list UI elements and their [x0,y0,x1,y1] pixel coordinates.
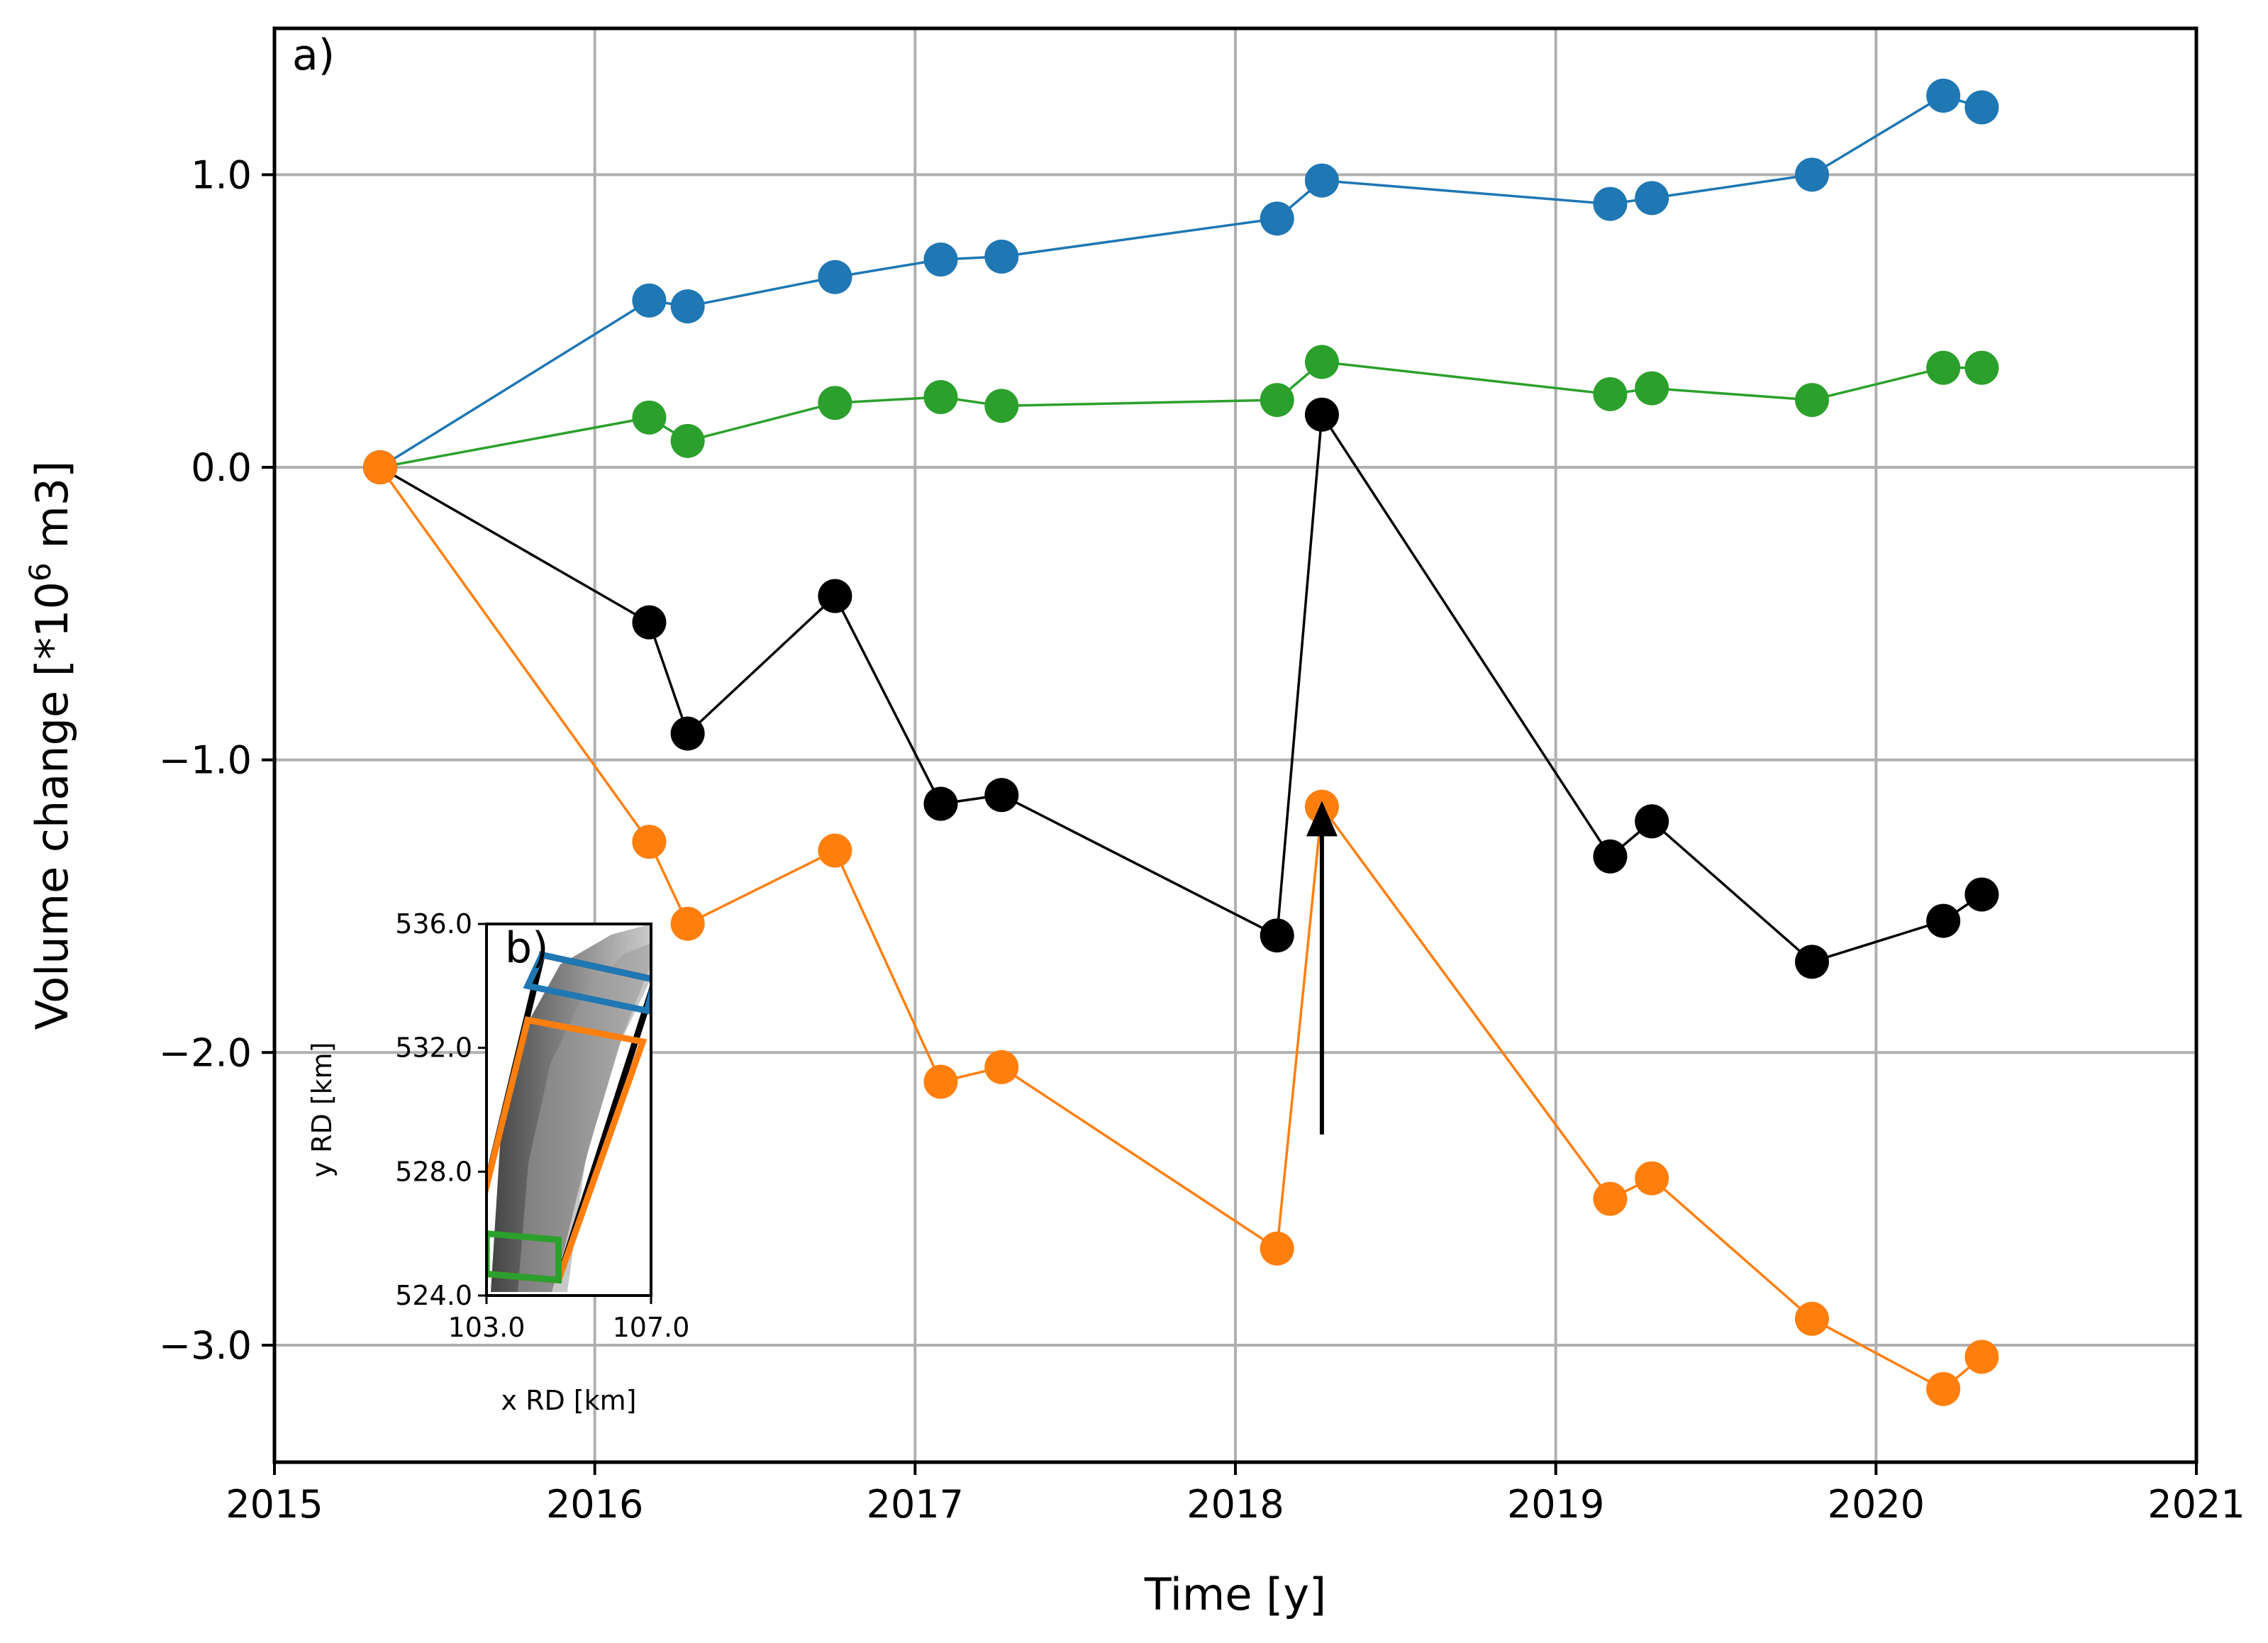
arrow-up-icon [1306,801,1338,837]
data-point-green [984,389,1019,423]
inset-y-tick-label: 532.0 [395,1032,472,1064]
grid-lines [274,28,2196,1462]
data-point-orange [1926,1371,1961,1406]
data-point-black [1964,877,1999,912]
series-line-green [379,360,1982,469]
inset-y-ticks: 536.0 532.0 528.0 524.0 [395,908,487,1311]
data-point-green [670,423,705,458]
y-axis-label: Volume change [*106 m3] [23,461,79,1030]
data-point-orange [984,1049,1019,1084]
data-point-green [1795,383,1829,418]
data-point-green [818,386,852,421]
y-axis-label-main: Volume change [*10 [26,581,78,1030]
data-point-blue [818,260,852,294]
data-point-orange [670,906,705,941]
data-point-black [984,778,1019,813]
series-black [363,397,1999,979]
data-point-blue [670,289,705,324]
data-point-black [632,605,667,640]
data-point-black [1260,918,1294,953]
inset-polygons [487,951,651,1284]
data-point-black [670,716,705,751]
inset-green-area [487,1230,562,1284]
inset-x-tick-label: 107.0 [613,1312,690,1343]
data-point-blue [1926,78,1961,113]
y-tick-label: 1.0 [191,152,252,197]
x-tick-label: 2016 [546,1482,643,1527]
data-point-blue [923,242,958,277]
inset-blue-area [523,951,651,1015]
location-inset: 103.0 107.0 536.0 532.0 528.0 524.0 b) x RD … [306,908,689,1416]
data-point-orange [1795,1301,1829,1336]
inset-x-ticks: 103.0 107.0 [448,1296,690,1343]
data-point-green [923,379,958,414]
data-point-black [1795,945,1829,979]
series-line-blue [379,94,1982,469]
inset-y-tick-label: 536.0 [395,908,472,940]
data-point-green [1635,371,1669,406]
data-point-orange [363,450,398,484]
inset-y-tick-label: 528.0 [395,1156,472,1187]
inset-x-tick-label: 103.0 [448,1312,526,1343]
y-tick-label: −2.0 [159,1030,252,1075]
x-ticks: 2015 2016 2017 2018 2019 2020 2021 [226,1462,2245,1527]
inset-y-tick-label: 524.0 [395,1280,472,1311]
panel-label-b: b) [505,923,549,973]
y-tick-label: 0.0 [191,445,252,490]
x-tick-label: 2019 [1507,1482,1604,1527]
series-line-black [379,411,1983,964]
data-point-black [1593,839,1628,874]
data-point-green [1260,383,1294,418]
x-tick-label: 2018 [1186,1482,1284,1527]
data-point-orange [1964,1340,1999,1374]
inset-y-label: y RD [km] [306,1042,338,1178]
data-point-blue [1593,186,1628,221]
data-point-blue [1260,201,1294,236]
inset-x-label: x RD [km] [501,1385,637,1416]
data-point-green [1593,377,1628,411]
data-point-blue [1964,90,1999,125]
data-point-orange [632,825,667,859]
inset-frame [485,923,652,1297]
data-point-orange [923,1064,958,1099]
data-point-black [923,786,958,821]
x-axis-label: Time [y] [1144,1569,1327,1620]
data-point-orange [1593,1181,1628,1216]
data-point-orange [818,833,852,868]
series-orange [363,450,1999,1406]
x-tick-label: 2021 [2147,1482,2245,1527]
data-point-blue [1635,181,1669,216]
data-point-blue [1795,157,1829,192]
y-tick-label: −1.0 [159,738,252,783]
data-point-black [1304,397,1339,432]
data-point-black [1926,903,1961,938]
series-green [363,345,1999,484]
annotation-layer [1306,801,1338,1135]
sandbar-shading-inner [518,943,651,1292]
x-tick-label: 2020 [1828,1482,1925,1527]
y-axis-label-end: m3] [26,461,78,563]
data-point-green [1304,345,1339,379]
data-point-green [1964,350,1999,385]
x-tick-label: 2017 [867,1482,964,1527]
y-axis-label-sup: 6 [23,562,57,581]
data-point-orange [1635,1161,1669,1196]
series-layer [363,78,1999,1406]
data-point-green [632,400,667,435]
data-point-blue [1304,163,1339,198]
data-point-orange [1260,1231,1294,1266]
data-point-blue [632,283,667,318]
data-point-black [1635,804,1669,839]
data-point-black [818,579,852,613]
x-tick-label: 2015 [226,1482,323,1527]
data-point-blue [984,239,1019,274]
data-point-green [1926,350,1961,385]
panel-label-a: a) [292,30,335,80]
y-ticks: 1.0 0.0 −1.0 −2.0 −3.0 [159,152,274,1368]
y-tick-label: −3.0 [159,1323,252,1368]
series-blue [363,78,1999,484]
